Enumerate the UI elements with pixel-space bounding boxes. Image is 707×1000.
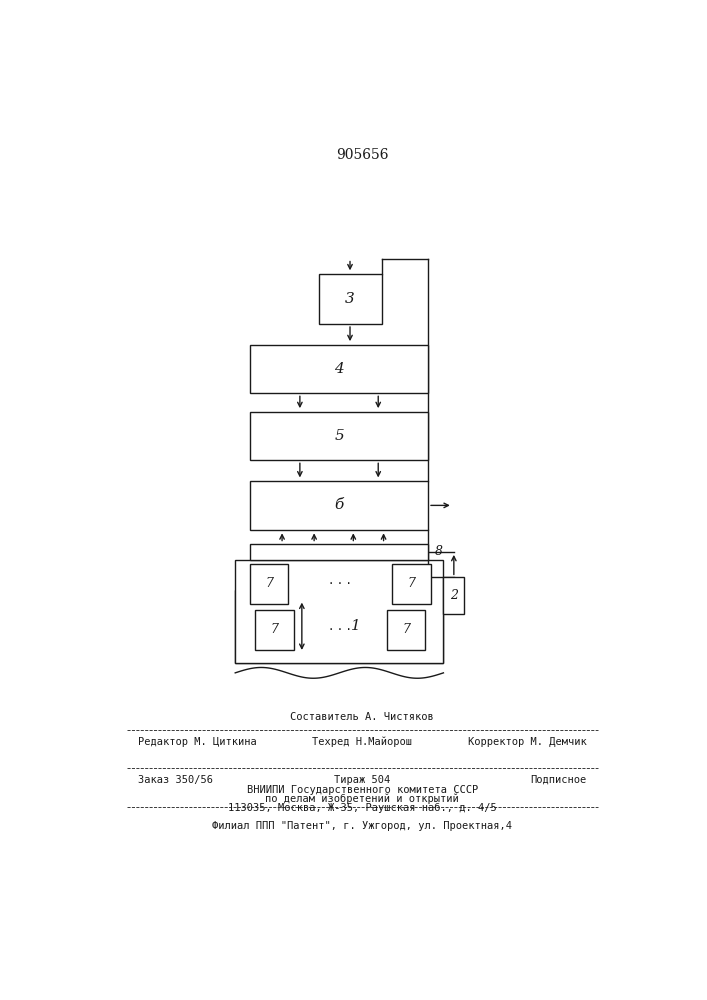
Text: 8: 8	[435, 545, 443, 558]
Bar	[392, 564, 431, 604]
Bar	[319, 274, 382, 324]
Text: 113035, Москва, Ж-35, Раушская наб., д. 4/5: 113035, Москва, Ж-35, Раушская наб., д. …	[228, 803, 497, 813]
Text: Редактор М. Циткина: Редактор М. Циткина	[138, 737, 257, 747]
Text: 905656: 905656	[336, 148, 389, 162]
Text: Филиал ППП "Патент", г. Ужгород, ул. Проектная,4: Филиал ППП "Патент", г. Ужгород, ул. Про…	[212, 821, 513, 831]
Bar	[387, 610, 426, 650]
Text: · · ·: · · ·	[329, 623, 351, 637]
Text: по делам изобретений и открытий: по делам изобретений и открытий	[265, 794, 460, 804]
Text: ВНИИПИ Государственного комитета СССР: ВНИИПИ Государственного комитета СССР	[247, 785, 478, 795]
Text: Корректор М. Демчик: Корректор М. Демчик	[468, 737, 587, 747]
Bar	[250, 345, 428, 393]
Text: Составитель А. Чистяков: Составитель А. Чистяков	[291, 712, 434, 722]
Text: · · ·: · · ·	[329, 577, 351, 591]
Text: Тираж 504: Тираж 504	[334, 775, 390, 785]
Text: 7: 7	[271, 623, 279, 636]
Text: 3: 3	[345, 292, 355, 306]
Text: 1: 1	[351, 619, 361, 633]
Bar	[250, 564, 288, 604]
Bar	[250, 481, 428, 530]
Text: 7: 7	[265, 577, 273, 590]
Text: Техред Н.Майорош: Техред Н.Майорош	[312, 737, 412, 747]
Bar	[443, 577, 464, 614]
Text: 2: 2	[450, 589, 458, 602]
Text: 7: 7	[408, 577, 416, 590]
Text: Заказ 350/56: Заказ 350/56	[138, 775, 213, 785]
Bar	[250, 412, 428, 460]
Bar	[255, 610, 294, 650]
Text: 5: 5	[334, 429, 344, 443]
Bar	[235, 590, 443, 663]
Bar	[235, 560, 443, 663]
Text: б: б	[334, 498, 344, 512]
Text: Подписное: Подписное	[531, 775, 587, 785]
Bar	[250, 544, 428, 560]
Text: 7: 7	[402, 623, 410, 636]
Text: 4: 4	[334, 362, 344, 376]
